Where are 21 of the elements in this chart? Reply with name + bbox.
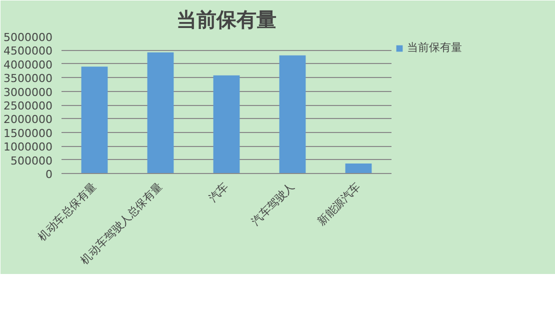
chart-title: 当前保有量 xyxy=(176,8,276,32)
y-tick-label: 2500000 xyxy=(4,100,53,112)
y-tick-label: 500000 xyxy=(10,154,53,168)
y-tick-label: 4500000 xyxy=(4,44,53,58)
y-tick-label: 2000000 xyxy=(4,113,53,126)
legend-label: 当前保有量 xyxy=(407,40,462,55)
y-tick-label: 5000000 xyxy=(4,31,53,44)
bar xyxy=(345,164,372,174)
y-tick-label: 1500000 xyxy=(4,126,53,140)
bar xyxy=(213,75,240,174)
y-tick-label: 0 xyxy=(46,168,52,181)
y-tick-label: 4000000 xyxy=(4,58,53,72)
bar xyxy=(81,66,108,174)
x-tick-label: 汽车驾驶人 xyxy=(249,180,298,228)
bar xyxy=(279,55,306,174)
y-tick-label: 3500000 xyxy=(4,72,53,86)
y-tick-label: 3000000 xyxy=(4,86,53,99)
x-tick-label: 汽车 xyxy=(206,180,232,205)
x-tick-label: 新能源汽车 xyxy=(315,180,364,228)
y-tick-label: 1000000 xyxy=(4,140,53,154)
bar xyxy=(147,52,174,174)
